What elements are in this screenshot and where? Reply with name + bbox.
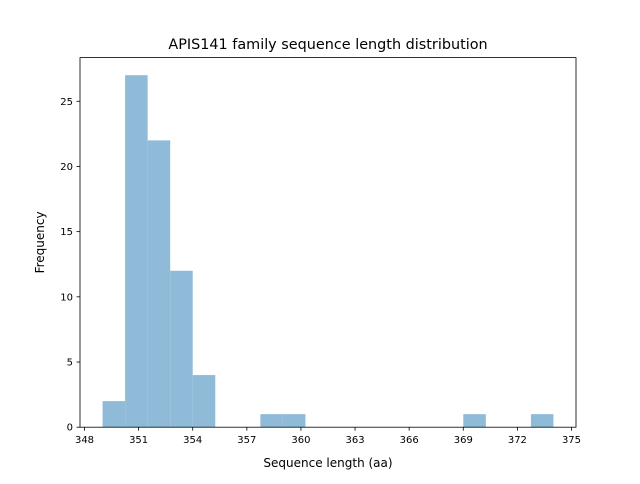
y-tick-label: 15 (60, 227, 73, 238)
x-tick-label: 348 (75, 435, 94, 446)
histogram-bar (260, 414, 283, 428)
x-tick-label: 363 (346, 435, 365, 446)
x-tick-label: 375 (562, 435, 581, 446)
chart-title: APIS141 family sequence length distribut… (168, 37, 487, 53)
x-tick-label: 372 (508, 435, 527, 446)
y-tick-label: 10 (60, 292, 73, 303)
x-tick-label: 351 (129, 435, 148, 446)
x-tick-label: 369 (454, 435, 473, 446)
y-tick-label: 5 (67, 358, 73, 369)
x-tick-label: 357 (237, 435, 256, 446)
plot-frame (79, 57, 577, 428)
y-tick-label: 20 (60, 162, 73, 173)
histogram-bar (125, 75, 148, 428)
histogram-bar (192, 375, 216, 428)
y-tick-label: 25 (60, 97, 73, 108)
histogram-bar (282, 414, 306, 428)
x-axis-label: Sequence length (aa) (263, 456, 392, 470)
y-tick-label: 0 (67, 423, 73, 434)
x-tick-label: 366 (400, 435, 419, 446)
histogram-bar (530, 414, 554, 428)
histogram-bar (170, 270, 193, 428)
histogram-bar (463, 414, 486, 428)
y-axis-label: Frequency (33, 211, 47, 273)
x-tick-label: 360 (291, 435, 310, 446)
histogram-bar (147, 140, 171, 428)
histogram-bar (102, 401, 126, 428)
x-tick-label: 354 (183, 435, 202, 446)
